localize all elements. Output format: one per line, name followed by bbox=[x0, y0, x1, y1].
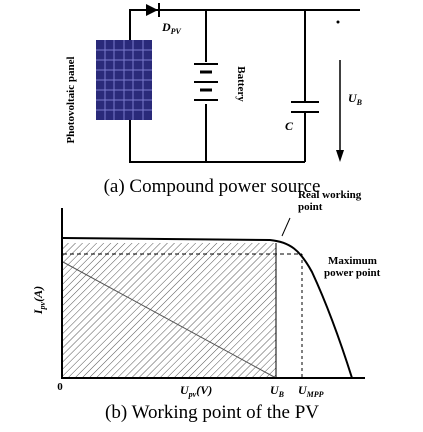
figure: DPV Photovoltaic panel Battery C UB (a) … bbox=[0, 0, 423, 432]
voltage-label: UB bbox=[348, 91, 363, 107]
terminal bbox=[337, 21, 340, 24]
x-axis-label: Upv(V) bbox=[180, 383, 212, 399]
circuit: DPV Photovoltaic panel Battery C UB (a) … bbox=[65, 3, 363, 197]
umpp-label: UMPP bbox=[298, 383, 324, 399]
arrow-head bbox=[336, 150, 344, 162]
battery-label: Battery bbox=[235, 66, 247, 102]
diode-label: DPV bbox=[161, 20, 182, 36]
ub-label: UB bbox=[270, 383, 285, 399]
text-part: Real working bbox=[298, 189, 362, 201]
power-area bbox=[63, 243, 276, 378]
text-part: B bbox=[278, 390, 285, 399]
diode bbox=[146, 4, 158, 16]
text-part: (A) bbox=[31, 286, 45, 302]
panel-label: Photovoltaic panel bbox=[65, 56, 77, 143]
y-axis-label: Ipv(A) bbox=[31, 286, 47, 315]
bottom-wire bbox=[130, 120, 305, 162]
text-part: D bbox=[161, 20, 171, 34]
origin-label: 0 bbox=[57, 381, 63, 393]
text-part: (V) bbox=[196, 383, 212, 397]
text-part: power point bbox=[324, 267, 381, 279]
text-part: MPP bbox=[306, 390, 324, 399]
text-part: PV bbox=[171, 27, 182, 36]
text-part: B bbox=[356, 98, 363, 107]
pointer bbox=[282, 218, 290, 236]
caption: (a) Compound power source bbox=[104, 176, 321, 197]
caption: (b) Working point of the PV bbox=[105, 402, 319, 423]
battery bbox=[194, 64, 218, 100]
cap-label: C bbox=[285, 119, 294, 133]
text-part: Maximum bbox=[328, 255, 377, 267]
text-part: point bbox=[298, 201, 323, 213]
